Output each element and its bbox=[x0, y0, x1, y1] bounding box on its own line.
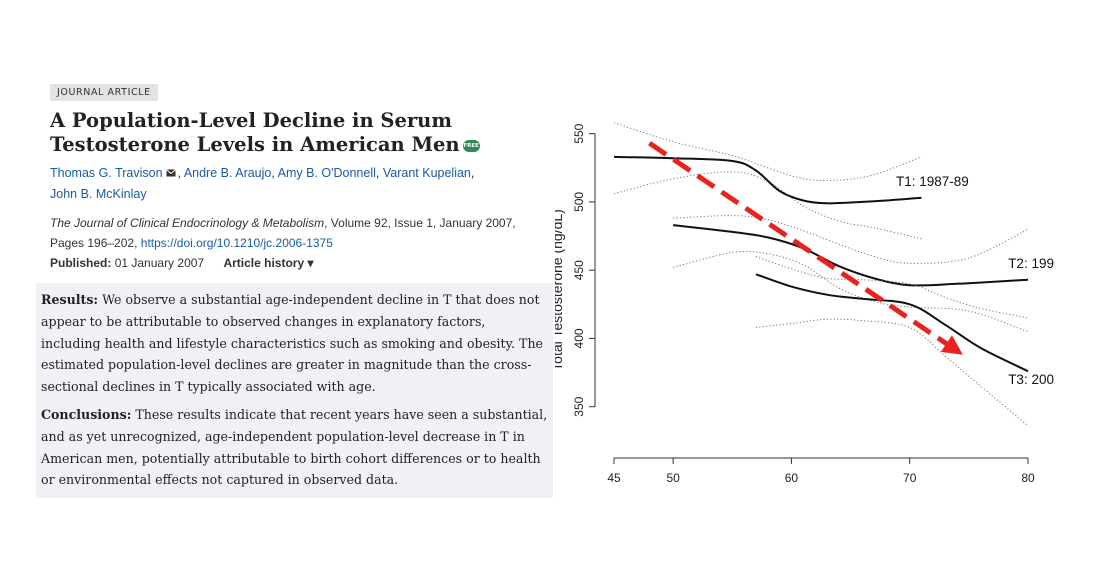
series-label: T2: 1995-97 bbox=[1008, 256, 1055, 271]
series-line bbox=[613, 155, 922, 205]
series-label: T3: 2002-04 bbox=[1008, 372, 1055, 387]
author-list: Thomas G. Travison, Andre B. Araujo, Amy… bbox=[50, 166, 475, 201]
citation: The Journal of Clinical Endocrinology & … bbox=[50, 213, 550, 253]
author-link[interactable]: Amy B. O'Donnell bbox=[277, 166, 376, 180]
y-tick-label: 400 bbox=[572, 328, 586, 348]
series-ci-upper bbox=[755, 256, 1029, 319]
series-line bbox=[755, 273, 1029, 373]
email-icon[interactable] bbox=[165, 169, 176, 177]
conclusions-paragraph: Conclusions: These results indicate that… bbox=[36, 398, 553, 491]
conclusions-label: Conclusions: bbox=[41, 406, 132, 422]
page-range: Pages 196–202, bbox=[50, 236, 138, 250]
article-type-tag: JOURNAL ARTICLE bbox=[50, 84, 158, 101]
publication-row: Published: 01 January 2007 Article histo… bbox=[50, 253, 550, 273]
y-tick-label: 500 bbox=[572, 192, 586, 212]
x-tick-label: 70 bbox=[903, 471, 917, 485]
testosterone-age-chart: Total Testosterone (ng/dL) 350 400 450 500 5… bbox=[555, 122, 1055, 485]
free-access-icon: FREE bbox=[462, 139, 480, 152]
series-ci-upper bbox=[673, 215, 1029, 264]
conclusions-text: These results indicate that recent years… bbox=[41, 406, 548, 488]
results-paragraph: Results: We observe a substantial age-in… bbox=[36, 283, 553, 398]
published-label: Published: bbox=[50, 256, 112, 270]
trend-arrow-head bbox=[940, 335, 963, 355]
y-tick-label: 450 bbox=[572, 260, 586, 280]
doi-link[interactable]: https://doi.org/10.1210/jc.2006-1375 bbox=[140, 236, 333, 250]
trend-arrow-shaft bbox=[648, 141, 948, 346]
series-ci-upper bbox=[613, 122, 922, 182]
x-tick-label: 80 bbox=[1021, 471, 1035, 485]
x-tick-label: 45 bbox=[607, 471, 621, 485]
series-ci-lower bbox=[613, 171, 922, 240]
journal-name: The Journal of Clinical Endocrinology & … bbox=[50, 216, 325, 230]
y-tick-label: 550 bbox=[572, 123, 586, 143]
plot-area: 350 400 450 500 550 45 50 60 70 80 T1: 1987-89 T2: … bbox=[572, 122, 1055, 485]
article-title-text: A Population-Level Decline in Serum Test… bbox=[50, 109, 460, 156]
series-ci-lower bbox=[755, 318, 1029, 427]
y-axis-label: Total Testosterone (ng/dL) bbox=[555, 209, 565, 371]
article-header: JOURNAL ARTICLE A Population-Level Decli… bbox=[50, 82, 550, 273]
author-link[interactable]: John B. McKinlay bbox=[50, 187, 147, 201]
series-label: T1: 1987-89 bbox=[896, 174, 969, 189]
series-ci-lower bbox=[672, 250, 1029, 333]
x-tick-label: 50 bbox=[666, 471, 680, 485]
series-line bbox=[672, 224, 1029, 287]
abstract-box: Results: We observe a substantial age-in… bbox=[36, 283, 553, 498]
article-title: A Population-Level Decline in Serum Test… bbox=[50, 109, 550, 157]
published-date: 01 January 2007 bbox=[114, 256, 205, 270]
y-tick-label: 350 bbox=[572, 396, 586, 416]
results-text: We observe a substantial age-independent… bbox=[41, 292, 544, 395]
x-tick-label: 60 bbox=[785, 471, 799, 485]
author-link[interactable]: Varant Kupelian bbox=[382, 166, 471, 180]
author-link[interactable]: Thomas G. Travison bbox=[50, 166, 163, 180]
volume-info: , Volume 92, Issue 1, January 2007, bbox=[324, 216, 516, 230]
author-link[interactable]: Andre B. Araujo bbox=[183, 166, 272, 180]
article-history-button[interactable]: Article history ▾ bbox=[223, 256, 314, 270]
results-label: Results: bbox=[41, 292, 99, 307]
